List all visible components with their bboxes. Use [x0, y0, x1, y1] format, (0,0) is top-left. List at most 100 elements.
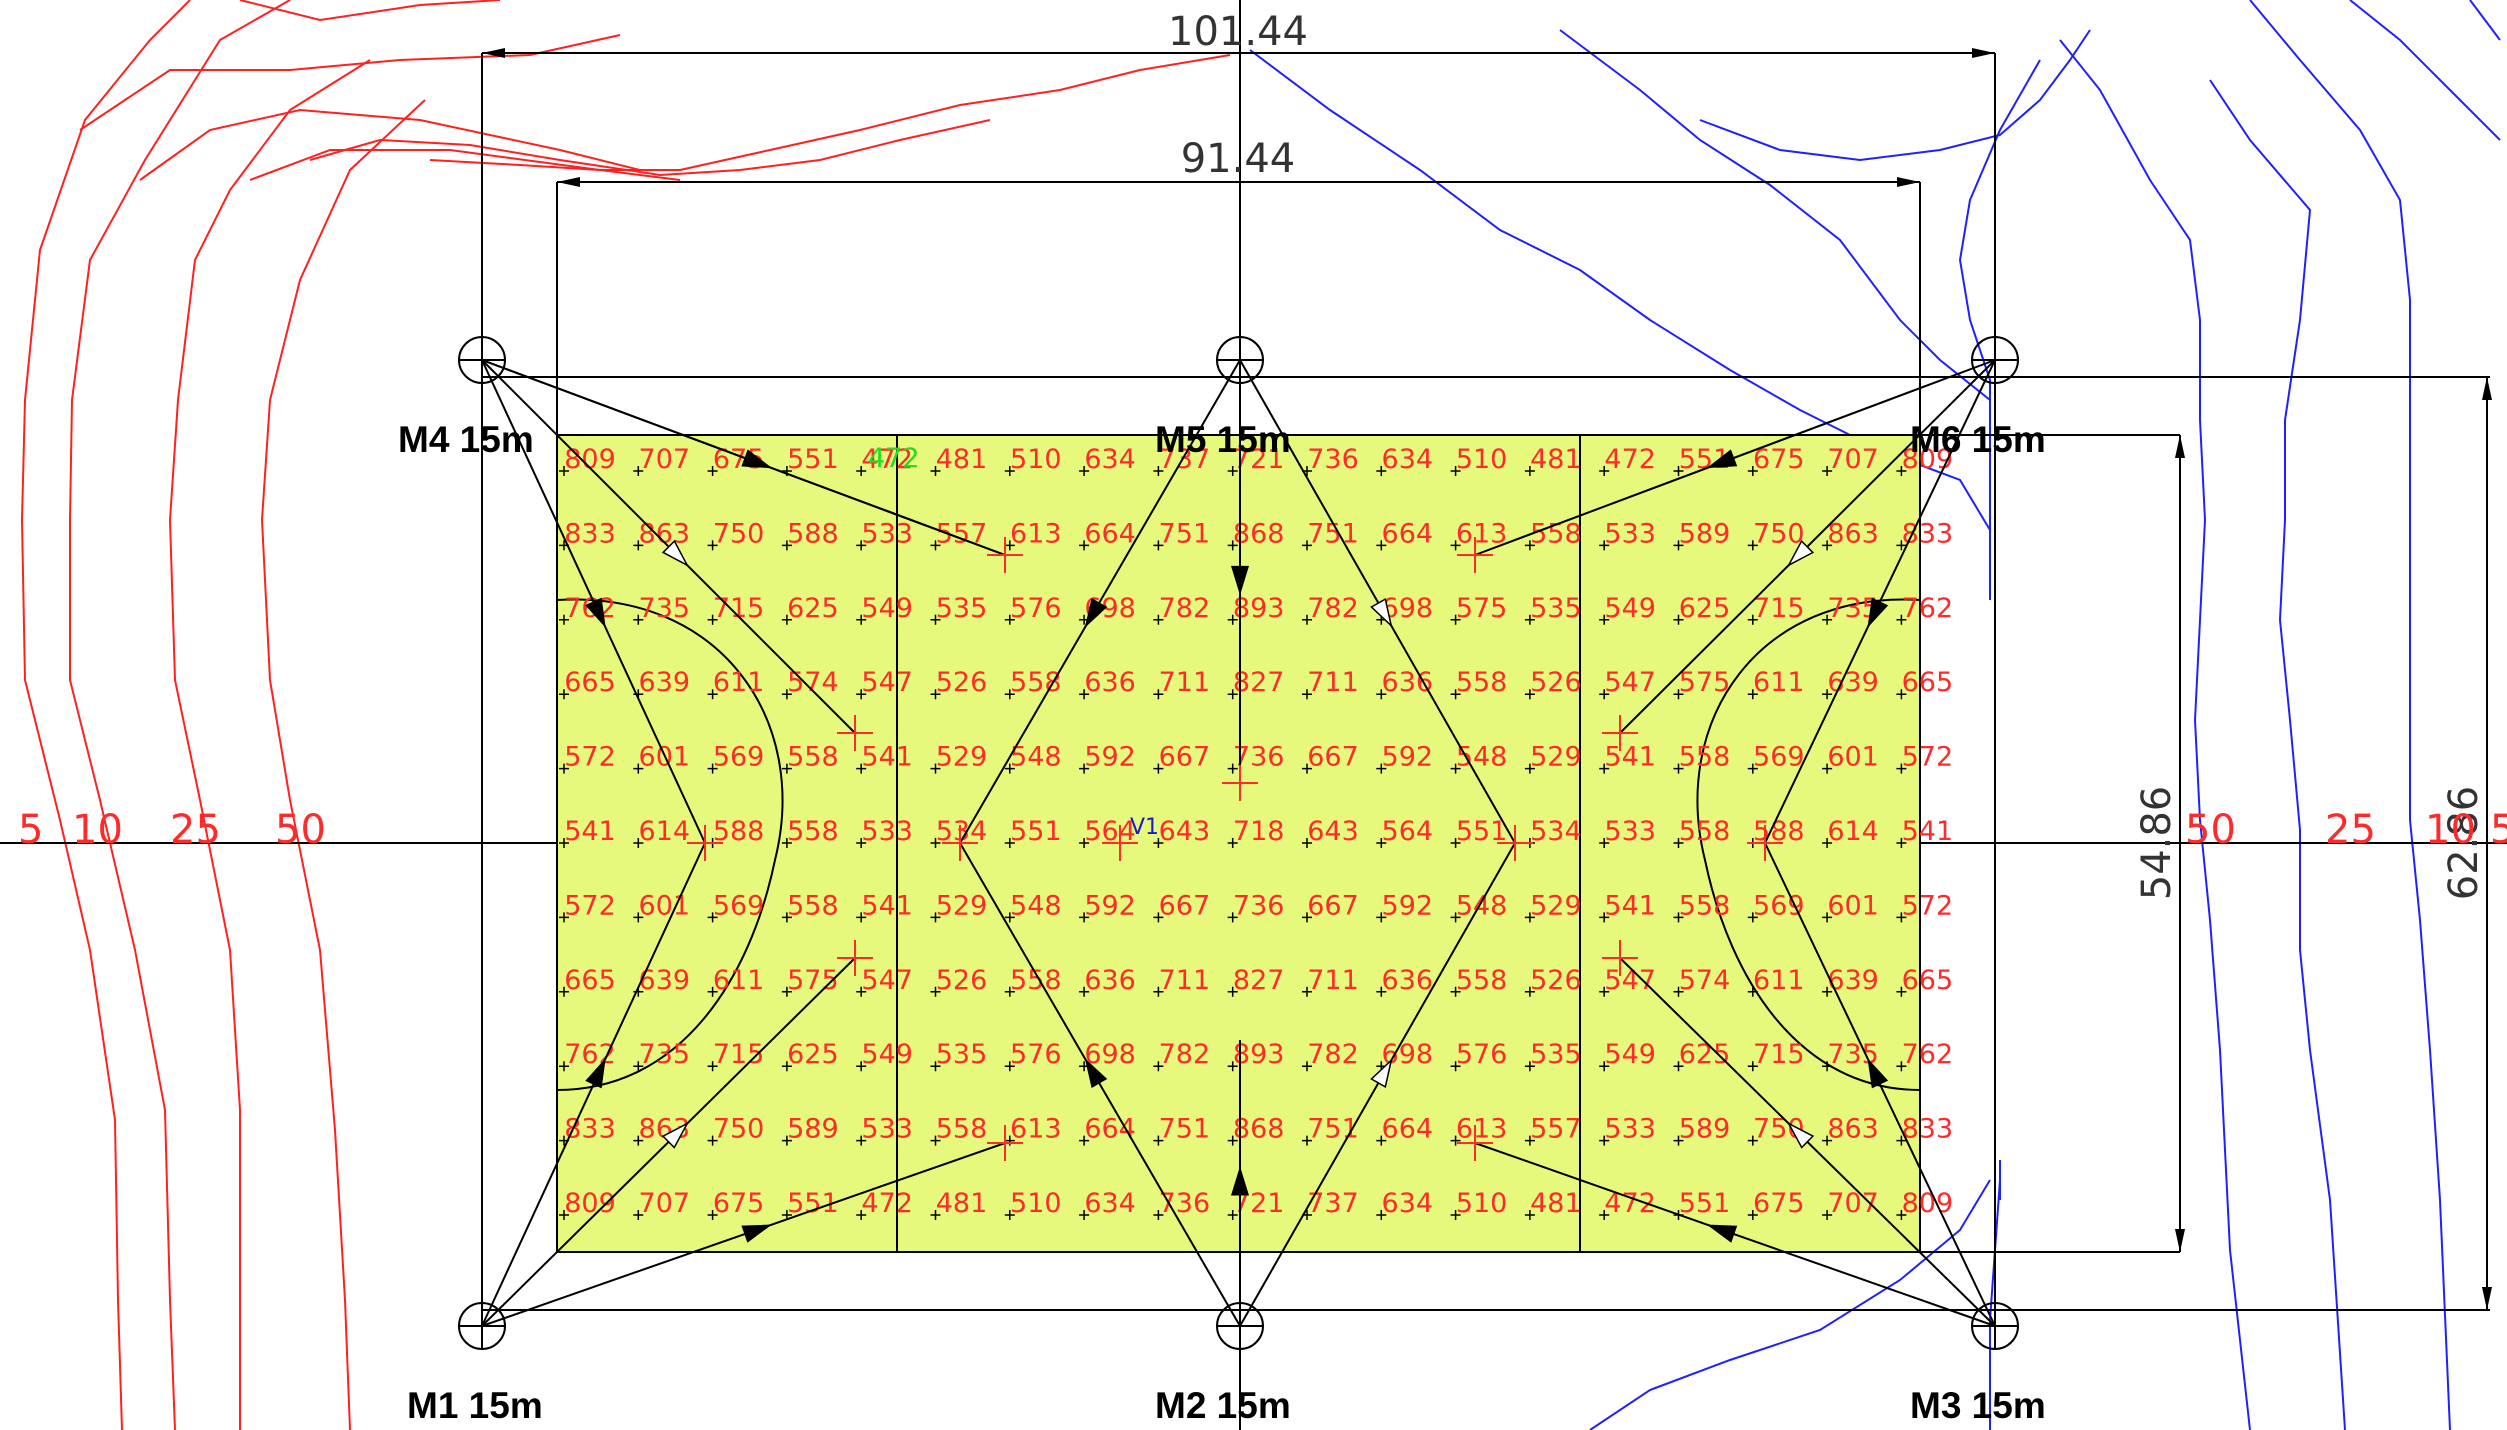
grid-point-marker [1896, 912, 1907, 923]
grid-value: 548 [1456, 890, 1508, 921]
grid-value: 481 [936, 1188, 988, 1219]
grid-point-marker [1747, 466, 1758, 476]
grid-value: 833 [1902, 1114, 1954, 1145]
grid-value: 533 [861, 816, 913, 847]
grid-point-marker [633, 1210, 644, 1220]
grid-point-marker [1004, 689, 1015, 700]
grid-point-marker [1376, 466, 1387, 476]
grid-point-marker [1153, 466, 1164, 476]
grid-point-marker [781, 763, 792, 774]
grid-point-marker [1376, 689, 1387, 700]
grid-value: 558 [787, 816, 839, 847]
aiming-line [481, 359, 1006, 556]
grid-value: 549 [1604, 1039, 1656, 1070]
grid-point-marker [930, 689, 941, 700]
aiming-arrow [1867, 597, 1889, 628]
grid-value: 809 [1902, 444, 1954, 475]
mast-m3 [1971, 1302, 2019, 1350]
grid-value: 735 [639, 1039, 691, 1070]
grid-value: 715 [1753, 1039, 1805, 1070]
grid-point-marker [1822, 912, 1833, 923]
grid-value: 472 [861, 444, 913, 475]
grid-point-marker [1747, 1210, 1758, 1220]
grid-point-marker [1822, 838, 1833, 848]
grid-value: 782 [1159, 593, 1211, 624]
grid-point-marker [1673, 986, 1684, 997]
grid-point-marker [1450, 1135, 1461, 1146]
grid-value: 601 [639, 890, 691, 921]
mast-m4 [458, 336, 506, 384]
grid-value: 634 [1084, 444, 1136, 475]
grid-point-marker [1599, 838, 1610, 848]
grid-value: 601 [1827, 742, 1879, 773]
grid-point-marker [930, 763, 941, 774]
grid-point-marker [856, 912, 867, 923]
contour-label-right-2: 25 [2325, 807, 2376, 853]
grid-point-marker [1673, 912, 1684, 923]
grid-value: 614 [639, 816, 691, 847]
grid-value: 634 [1382, 444, 1434, 475]
grid-point-marker [1227, 1135, 1238, 1146]
grid-point-marker [1376, 912, 1387, 923]
mast-m2 [1216, 1302, 1264, 1350]
grid-point-marker [1896, 1210, 1907, 1220]
grid-value: 576 [1010, 1039, 1062, 1070]
grid-value: 736 [1307, 444, 1359, 475]
grid-point-marker [930, 838, 941, 848]
grid-point-marker [1079, 986, 1090, 997]
grid-point-marker [707, 689, 718, 700]
highlight-value: 472 [868, 443, 920, 474]
aiming-line [1239, 842, 1516, 1327]
grid-value: 893 [1233, 1039, 1285, 1070]
grid-point-marker [1079, 1210, 1090, 1220]
grid-value: 782 [1159, 1039, 1211, 1070]
grid-point-marker [633, 838, 644, 848]
grid-point-marker [1227, 689, 1238, 700]
grid-point-marker [1227, 614, 1238, 625]
grid-point-marker [930, 912, 941, 923]
grid-value: 572 [564, 742, 616, 773]
grid-point-marker [930, 614, 941, 625]
grid-point-marker [1747, 986, 1758, 997]
grid-value: 574 [1679, 965, 1731, 996]
grid-value: 551 [1010, 816, 1062, 847]
aiming-line [481, 1142, 1006, 1327]
grid-value: 827 [1233, 667, 1285, 698]
grid-point-marker [856, 1210, 867, 1220]
grid-value: 809 [564, 1188, 616, 1219]
grid-value: 751 [1307, 1114, 1359, 1145]
grid-point-marker [707, 1135, 718, 1146]
grid-point-marker [1376, 838, 1387, 848]
grid-value: 625 [787, 593, 839, 624]
grid-value: 827 [1233, 965, 1285, 996]
grid-value: 569 [1753, 742, 1805, 773]
grid-point-marker [1599, 986, 1610, 997]
grid-point-marker [1822, 1135, 1833, 1146]
grid-point-marker [633, 466, 644, 476]
grid-value: 863 [1827, 518, 1879, 549]
grid-point-marker [781, 689, 792, 700]
grid-value: 636 [1084, 965, 1136, 996]
grid-value: 589 [1679, 518, 1731, 549]
grid-point-marker [1227, 838, 1238, 848]
grid-value: 782 [1307, 1039, 1359, 1070]
grid-value: 721 [1233, 444, 1285, 475]
aiming-arrow [1706, 449, 1738, 469]
grid-point-marker [1896, 986, 1907, 997]
grid-point-marker [707, 614, 718, 625]
grid-point-marker [1747, 689, 1758, 700]
grid-point-marker [781, 838, 792, 848]
grid-point-marker [1450, 540, 1461, 551]
grid-value: 510 [1456, 1188, 1508, 1219]
grid-point-marker [1524, 912, 1535, 923]
aiming-arrow [741, 1224, 773, 1243]
aiming-arrow [1084, 1058, 1108, 1089]
grid-point-marker [1302, 1061, 1312, 1072]
grid-point-marker [1004, 763, 1015, 774]
grid-value: 735 [639, 593, 691, 624]
grid-value: 592 [1084, 742, 1136, 773]
grid-value: 589 [1679, 1114, 1731, 1145]
aiming-line [959, 359, 1241, 844]
grid-value: 541 [564, 816, 616, 847]
grid-value: 551 [1679, 1188, 1731, 1219]
